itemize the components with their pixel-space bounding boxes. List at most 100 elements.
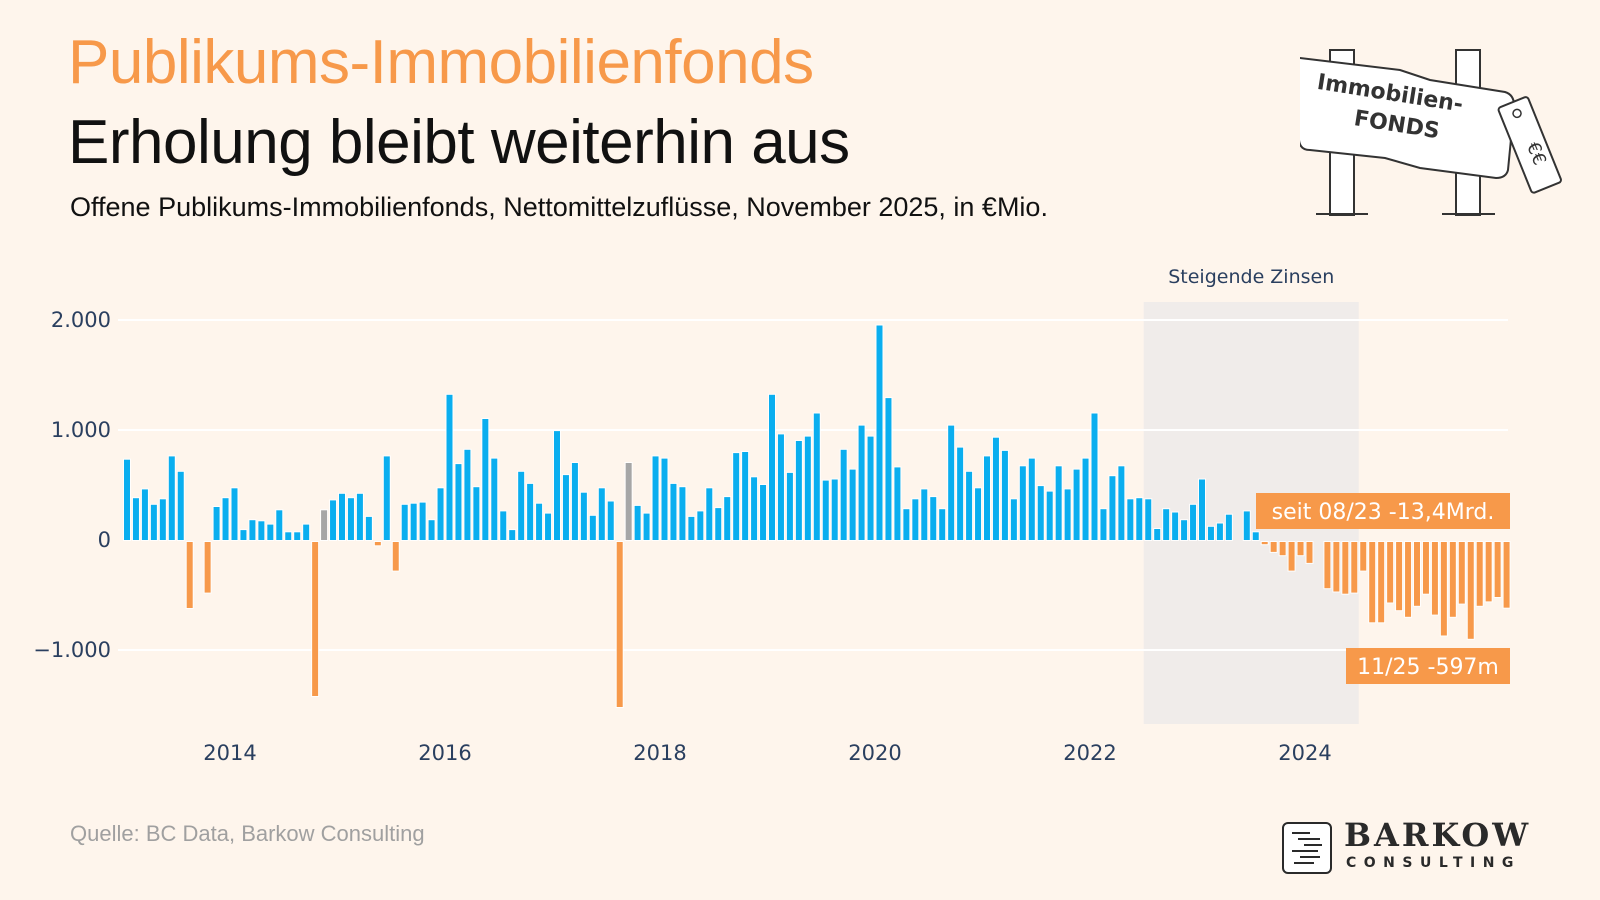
bar-positive bbox=[769, 394, 775, 540]
bar-positive bbox=[634, 505, 641, 540]
logo-mark-icon bbox=[1282, 822, 1332, 874]
bar-positive bbox=[1181, 520, 1188, 540]
bar-positive bbox=[213, 507, 220, 540]
bar-positive bbox=[455, 464, 462, 540]
bar-positive bbox=[509, 530, 516, 540]
bar-negative bbox=[1476, 542, 1483, 606]
bar-positive bbox=[518, 471, 525, 540]
immobilienfonds-sign-illustration: Immobilien- FONDS €€ bbox=[1300, 49, 1562, 216]
bar-negative bbox=[1387, 542, 1394, 603]
bar-positive bbox=[930, 497, 937, 540]
shaded-region-label: Steigende Zinsen bbox=[1168, 266, 1334, 288]
bar-positive bbox=[760, 485, 767, 540]
bar-positive bbox=[1225, 514, 1232, 540]
bar-positive bbox=[303, 524, 310, 540]
bar-positive bbox=[858, 425, 865, 540]
bar-positive bbox=[1019, 466, 1026, 540]
bar-positive bbox=[527, 483, 534, 540]
bar-positive bbox=[410, 503, 417, 540]
bar-positive bbox=[132, 498, 139, 540]
annotation-box-since-0823 bbox=[1256, 493, 1510, 529]
bar-positive bbox=[347, 498, 354, 540]
bar-positive bbox=[912, 499, 919, 540]
bar-positive bbox=[724, 497, 731, 540]
y-tick-label: 0 bbox=[98, 528, 111, 552]
bar-negative bbox=[1396, 542, 1403, 611]
bar-negative bbox=[1288, 542, 1295, 571]
logo-name: BARKOW bbox=[1344, 816, 1532, 854]
bar-positive bbox=[598, 488, 605, 540]
net-inflows-bar-chart: Steigende Zinsen 2.000 1.000 0 −1.000 2014 20… bbox=[33, 266, 1511, 765]
bar-positive bbox=[1118, 466, 1125, 540]
bar-positive bbox=[1055, 466, 1062, 540]
bar-positive bbox=[419, 502, 426, 540]
bar-positive bbox=[1145, 499, 1152, 540]
x-tick-label: 2024 bbox=[1278, 741, 1331, 765]
chart-title: Publikums-Immobilienfonds bbox=[68, 28, 814, 97]
bar-positive bbox=[1190, 504, 1197, 540]
bar-positive bbox=[464, 449, 471, 540]
bar-negative bbox=[1503, 542, 1510, 608]
bar-positive bbox=[267, 524, 274, 540]
bar-negative bbox=[1494, 542, 1501, 597]
bar-positive bbox=[1082, 458, 1089, 540]
bar-positive bbox=[1163, 509, 1170, 540]
bar-positive bbox=[1028, 458, 1035, 540]
bar-negative bbox=[1467, 542, 1474, 639]
bar-negative bbox=[1261, 542, 1268, 545]
bar-positive bbox=[876, 325, 883, 540]
bar-positive bbox=[500, 511, 507, 540]
bar-positive bbox=[894, 467, 901, 540]
bar-positive bbox=[957, 447, 964, 540]
y-tick-label: −1.000 bbox=[33, 638, 111, 662]
bar-negative bbox=[1324, 542, 1331, 589]
bar-positive bbox=[159, 499, 166, 540]
bar-positive bbox=[885, 398, 892, 540]
bar-positive bbox=[849, 469, 856, 540]
bar-negative bbox=[1306, 542, 1313, 563]
bar-positive bbox=[831, 479, 838, 540]
bar-negative bbox=[1378, 542, 1385, 623]
bar-negative bbox=[616, 542, 623, 707]
bar-positive bbox=[545, 513, 552, 540]
bar-negative bbox=[392, 542, 399, 571]
bar-negative bbox=[312, 542, 319, 696]
bar-positive bbox=[141, 489, 148, 540]
y-tick-label: 1.000 bbox=[51, 418, 111, 442]
x-tick-label: 2018 bbox=[633, 741, 686, 765]
bar-positive bbox=[992, 437, 999, 540]
bar-positive bbox=[124, 459, 130, 540]
sign-board bbox=[1300, 56, 1516, 180]
source-note: Quelle: BC Data, Barkow Consulting bbox=[70, 821, 425, 846]
bar-positive bbox=[652, 456, 659, 540]
bar-negative bbox=[1414, 542, 1420, 606]
bar-positive bbox=[1091, 413, 1098, 540]
bar-negative bbox=[1360, 542, 1367, 571]
bar-positive bbox=[670, 483, 677, 540]
bar-positive bbox=[1216, 523, 1223, 540]
bar-positive bbox=[428, 520, 435, 540]
bar-positive bbox=[1172, 512, 1179, 540]
price-tag-icon: €€ bbox=[1497, 96, 1562, 194]
bar-negative bbox=[1279, 542, 1286, 556]
bar-positive bbox=[688, 516, 695, 540]
bar-positive bbox=[437, 488, 444, 540]
bar-positive bbox=[482, 419, 489, 540]
bar-positive bbox=[1252, 532, 1259, 540]
bar-negative bbox=[1297, 542, 1304, 556]
bar-positive bbox=[1243, 511, 1250, 540]
bar-positive bbox=[679, 487, 686, 540]
annotation-latest: 11/25 -597m bbox=[1357, 655, 1499, 680]
bar-negative bbox=[1440, 542, 1447, 636]
bar-positive bbox=[240, 530, 247, 540]
bar-positive bbox=[150, 504, 157, 540]
bar-positive bbox=[294, 532, 301, 540]
bar-positive bbox=[867, 436, 874, 540]
bar-positive bbox=[786, 472, 793, 540]
bar-positive bbox=[903, 509, 910, 540]
bar-positive bbox=[383, 456, 390, 540]
bar-negative bbox=[1333, 542, 1340, 592]
bar-positive bbox=[258, 521, 265, 540]
bar-positive bbox=[339, 493, 345, 540]
bar-positive bbox=[446, 394, 453, 540]
